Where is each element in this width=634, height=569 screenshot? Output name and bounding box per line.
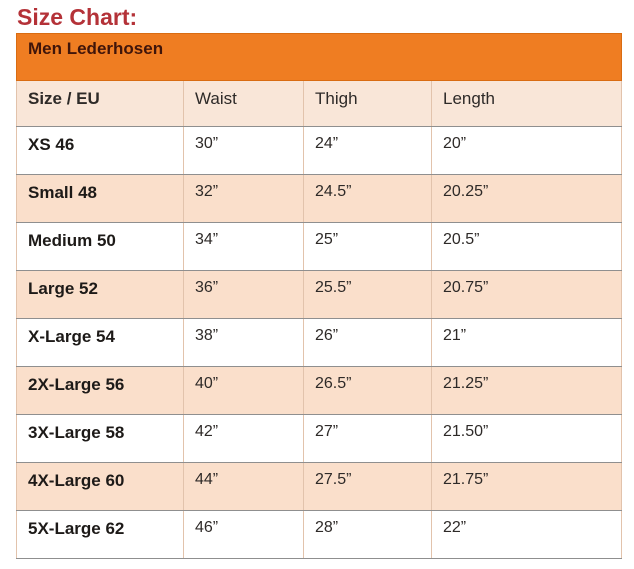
thigh-cell: 25” [303, 222, 432, 271]
thigh-cell: 24” [303, 126, 432, 175]
thigh-cell: 27.5” [303, 462, 432, 511]
waist-cell: 40” [183, 366, 304, 415]
length-cell: 20.75” [430, 270, 623, 319]
size-cell: 4X-Large 60 [16, 462, 184, 511]
waist-cell: 36” [183, 270, 304, 319]
waist-cell: 46” [183, 510, 304, 559]
thigh-cell: 25.5” [303, 270, 432, 319]
table-row: Medium 50 34” 25” 20.5” [16, 222, 623, 271]
thigh-cell: 28” [303, 510, 432, 559]
column-header-size-eu: Size / EU [16, 80, 184, 127]
length-cell: 20.5” [430, 222, 623, 271]
size-cell: 5X-Large 62 [16, 510, 184, 559]
table-header-row: Size / EU Waist Thigh Length [16, 80, 623, 127]
thigh-cell: 27” [303, 414, 432, 463]
table-row: X-Large 54 38” 26” 21” [16, 318, 623, 367]
size-cell: 3X-Large 58 [16, 414, 184, 463]
column-header-waist: Waist [183, 80, 304, 127]
table-row: 5X-Large 62 46” 28” 22” [16, 510, 623, 559]
size-cell: Large 52 [16, 270, 184, 319]
page-title: Size Chart: [17, 4, 138, 30]
table-row: Small 48 32” 24.5” 20.25” [16, 174, 623, 223]
waist-cell: 34” [183, 222, 304, 271]
table-row: 4X-Large 60 44” 27.5” 21.75” [16, 462, 623, 511]
length-cell: 21.75” [430, 462, 623, 511]
waist-cell: 32” [183, 174, 304, 223]
length-cell: 21.50” [430, 414, 623, 463]
length-cell: 21.25” [430, 366, 623, 415]
waist-cell: 30” [183, 126, 304, 175]
table-row: 2X-Large 56 40” 26.5” 21.25” [16, 366, 623, 415]
waist-cell: 38” [183, 318, 304, 367]
column-header-length: Length [430, 80, 623, 127]
thigh-cell: 24.5” [303, 174, 432, 223]
size-cell: 2X-Large 56 [16, 366, 184, 415]
waist-cell: 44” [183, 462, 304, 511]
waist-cell: 42” [183, 414, 304, 463]
size-cell: Medium 50 [16, 222, 184, 271]
size-cell: XS 46 [16, 126, 184, 175]
size-cell: Small 48 [16, 174, 184, 223]
table-banner: Men Lederhosen [15, 33, 623, 81]
length-cell: 20.25” [430, 174, 623, 223]
table-row: 3X-Large 58 42” 27” 21.50” [16, 414, 623, 463]
length-cell: 22” [430, 510, 623, 559]
thigh-cell: 26.5” [303, 366, 432, 415]
thigh-cell: 26” [303, 318, 432, 367]
table-banner-row: Men Lederhosen [15, 33, 623, 81]
column-header-thigh: Thigh [303, 80, 432, 127]
size-chart-table: Men Lederhosen Size / EU Waist Thigh Len… [15, 33, 623, 559]
table-row: XS 46 30” 24” 20” [16, 126, 623, 175]
size-cell: X-Large 54 [16, 318, 184, 367]
length-cell: 21” [430, 318, 623, 367]
length-cell: 20” [430, 126, 623, 175]
table-row: Large 52 36” 25.5” 20.75” [16, 270, 623, 319]
